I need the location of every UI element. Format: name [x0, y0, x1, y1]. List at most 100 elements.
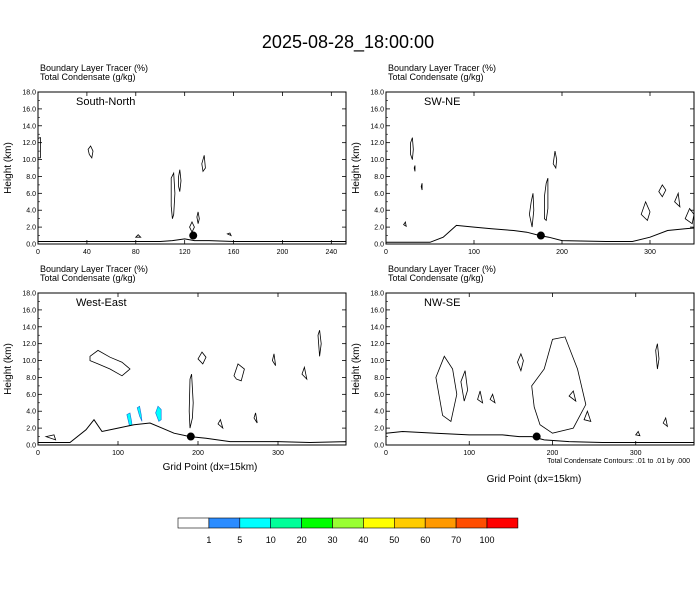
- panel-header-tracer: Boundary Layer Tracer (%): [388, 63, 496, 73]
- condensate-contour: [658, 184, 667, 198]
- condensate-contour: [189, 221, 195, 234]
- y-axis-title: Height (km): [3, 142, 14, 194]
- y-tick-label: 10.0: [370, 358, 384, 365]
- panel-header-tracer: Boundary Layer Tracer (%): [40, 264, 148, 274]
- condensate-contour: [87, 145, 94, 159]
- condensate-contour: [197, 351, 207, 365]
- cross-section-label: SW-NE: [424, 96, 460, 108]
- x-tick-label: 0: [36, 450, 40, 457]
- condensate-contour: [544, 177, 549, 222]
- legend-swatch: [486, 517, 519, 529]
- x-tick-label: 300: [644, 249, 656, 256]
- panel-header-tracer: Boundary Layer Tracer (%): [388, 264, 496, 274]
- x-tick-label: 120: [179, 249, 191, 256]
- contour-footnote: Total Condensate Contours: .01 to .01 by…: [547, 458, 690, 465]
- legend-swatch: [239, 517, 272, 529]
- y-tick-label: 10.0: [370, 157, 384, 164]
- panel-header-condensate: Total Condensate (g/kg): [388, 72, 484, 82]
- x-tick-label: 100: [468, 249, 480, 256]
- x-tick-label: 300: [630, 450, 642, 457]
- legend-swatch: [270, 517, 302, 529]
- y-tick-label: 14.0: [22, 123, 36, 130]
- legend-label: 50: [389, 535, 399, 545]
- condensate-contour: [301, 365, 308, 381]
- condensate-contour: [640, 200, 651, 222]
- legend-swatch: [363, 517, 395, 529]
- condensate-contour: [410, 137, 414, 160]
- location-marker: [186, 432, 195, 441]
- condensate-contour: [196, 211, 200, 224]
- panel-3: Boundary Layer Tracer (%)Total Condensat…: [3, 264, 347, 457]
- condensate-contour: [403, 220, 407, 228]
- x-tick-label: 200: [547, 450, 559, 457]
- legend-swatch: [301, 517, 333, 529]
- condensate-contour: [217, 418, 224, 430]
- plot-area: [38, 330, 346, 445]
- plot-frame: [385, 292, 695, 446]
- location-marker: [189, 231, 198, 240]
- x-tick-label: 200: [192, 450, 204, 457]
- condensate-contour: [188, 373, 194, 429]
- legend-swatch: [208, 517, 241, 529]
- x-tick-label: 0: [36, 249, 40, 256]
- condensate-contour: [531, 336, 587, 434]
- cross-section-label: South-North: [76, 96, 135, 108]
- condensate-contour: [460, 370, 469, 402]
- condensate-contour: [413, 165, 416, 172]
- condensate-contour: [477, 390, 484, 404]
- legend-label: 40: [358, 535, 368, 545]
- tracer-fill: [136, 405, 143, 422]
- terrain-profile: [38, 238, 346, 244]
- y-tick-label: 4.0: [374, 208, 384, 215]
- y-tick-label: 6.0: [26, 191, 36, 198]
- condensate-contour: [662, 416, 669, 428]
- condensate-contour: [420, 183, 423, 191]
- y-tick-label: 12.0: [22, 341, 36, 348]
- y-tick-label: 4.0: [26, 208, 36, 215]
- x-tick-label: 160: [228, 249, 240, 256]
- condensate-contour: [233, 363, 245, 382]
- tracer-fill: [155, 405, 162, 422]
- x-tick-label: 240: [325, 249, 337, 256]
- y-tick-label: 12.0: [22, 140, 36, 147]
- legend-swatch: [177, 517, 210, 529]
- y-tick-label: 2.0: [374, 426, 384, 433]
- condensate-contour: [170, 171, 176, 219]
- figure-title: 2025-08-28_18:00:00: [262, 32, 434, 53]
- condensate-contour: [44, 434, 57, 441]
- legend-label: 10: [266, 535, 276, 545]
- y-axis-title: Height (km): [351, 142, 362, 194]
- panel-4: Boundary Layer Tracer (%)Total Condensat…: [351, 264, 695, 457]
- condensate-contour: [38, 137, 41, 159]
- y-tick-label: 16.0: [370, 106, 384, 113]
- y-tick-label: 14.0: [370, 123, 384, 130]
- location-marker: [536, 231, 545, 240]
- y-tick-label: 0.0: [26, 242, 36, 249]
- y-tick-label: 2.0: [374, 225, 384, 232]
- panel-header-condensate: Total Condensate (g/kg): [40, 273, 136, 283]
- y-tick-label: 12.0: [370, 341, 384, 348]
- panel-header-tracer: Boundary Layer Tracer (%): [40, 63, 148, 73]
- condensate-contour: [528, 193, 535, 228]
- y-tick-label: 16.0: [370, 307, 384, 314]
- plot-frame: [37, 292, 347, 446]
- x-tick-label: 200: [556, 249, 568, 256]
- legend-label: 60: [420, 535, 430, 545]
- y-tick-label: 10.0: [22, 157, 36, 164]
- x-tick-label: 0: [384, 249, 388, 256]
- legend-label: 5: [237, 535, 242, 545]
- y-tick-label: 8.0: [26, 375, 36, 382]
- x-tick-label: 0: [384, 450, 388, 457]
- condensate-contour: [253, 412, 258, 424]
- y-tick-label: 0.0: [26, 443, 36, 450]
- panel-header-condensate: Total Condensate (g/kg): [40, 72, 136, 82]
- y-tick-label: 4.0: [26, 409, 36, 416]
- legend-swatch: [332, 517, 364, 529]
- plot-area: [386, 336, 694, 445]
- plot-area: [386, 137, 694, 244]
- y-tick-label: 10.0: [22, 358, 36, 365]
- y-tick-label: 6.0: [374, 191, 384, 198]
- y-tick-label: 14.0: [370, 324, 384, 331]
- condensate-contour: [674, 191, 681, 208]
- x-tick-label: 80: [132, 249, 140, 256]
